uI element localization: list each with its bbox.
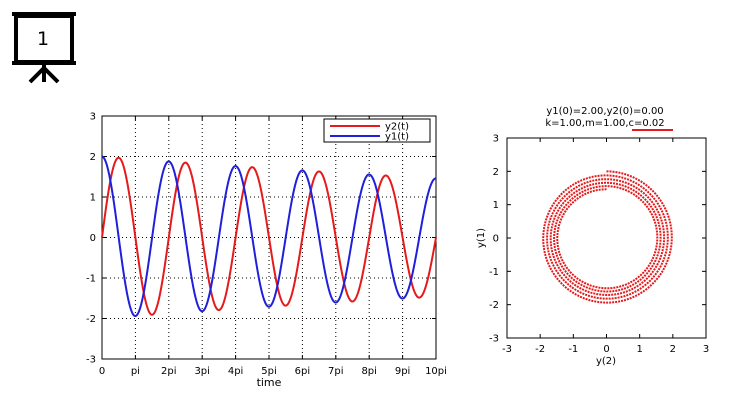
x-axis-label: time	[257, 376, 282, 389]
x-tick-label: 8pi	[361, 366, 377, 377]
y-tick-label: 0	[493, 234, 499, 245]
legend-label-y1: y1(t)	[385, 132, 409, 143]
x-tick-label: 1	[636, 344, 642, 355]
x-tick-label: 4pi	[228, 366, 244, 377]
plot-frame	[506, 137, 707, 339]
series-line-y2t	[101, 156, 437, 316]
y-tick-label: 0	[90, 233, 96, 244]
y-tick-label: -2	[489, 300, 499, 311]
y-tick-label: 3	[90, 112, 96, 123]
x-tick-label: pi	[131, 366, 140, 377]
y-tick-label: -1	[86, 274, 96, 285]
y-tick-label: -3	[86, 355, 96, 366]
y-tick-label: 2	[90, 152, 96, 163]
y-tick-label: 1	[90, 193, 96, 204]
legend-label-y2: y2(t)	[385, 122, 409, 133]
x-tick-label: 3	[703, 344, 709, 355]
chart-subtitle: k=1.00,m=1.00,c=0.02	[545, 118, 664, 129]
series-lines	[542, 170, 673, 304]
x-tick-label: 6pi	[295, 366, 311, 377]
slide-number: 1	[36, 28, 50, 50]
phase-spiral-line	[542, 170, 673, 304]
grid	[102, 116, 436, 359]
x-tick-label: 9pi	[395, 366, 411, 377]
x-tick-label: 10pi	[425, 366, 447, 377]
y-tick-label: -2	[86, 314, 96, 325]
presentation-board-icon	[12, 12, 76, 84]
x-tick-label: 3pi	[194, 366, 210, 377]
series-lines	[101, 155, 437, 317]
ticks: -3 -2 -1 0 1 2 3 -3 -2 -1 0 1 2 3	[489, 134, 709, 356]
series-line-y1t	[101, 155, 437, 317]
x-tick-label: -1	[568, 344, 578, 355]
y-tick-label: -1	[489, 267, 499, 278]
x-tick-label: -3	[502, 344, 512, 355]
y-tick-label: 1	[493, 200, 499, 211]
x-tick-label: 2pi	[161, 366, 177, 377]
legend: y2(t) y1(t)	[323, 118, 431, 143]
x-tick-label: -2	[535, 344, 545, 355]
x-axis-label: y(2)	[596, 356, 616, 367]
x-tick-label: 0	[603, 344, 609, 355]
x-tick-label: 7pi	[328, 366, 344, 377]
x-tick-label: 2	[670, 344, 676, 355]
y-axis-label: y(1)	[476, 228, 487, 248]
x-tick-label: 5pi	[261, 366, 277, 377]
chart-title: y1(0)=2.00,y2(0)=0.00	[546, 106, 663, 117]
y-tick-label: 2	[493, 167, 499, 178]
x-tick-label: 0	[99, 366, 105, 377]
y-tick-label: -3	[489, 334, 499, 345]
y-tick-label: 3	[493, 134, 499, 145]
ticks: 0 pi 2pi 3pi 4pi 5pi 6pi 7pi 8pi 9pi 10pi -3 -2 -1 0 1 2…	[86, 112, 447, 378]
